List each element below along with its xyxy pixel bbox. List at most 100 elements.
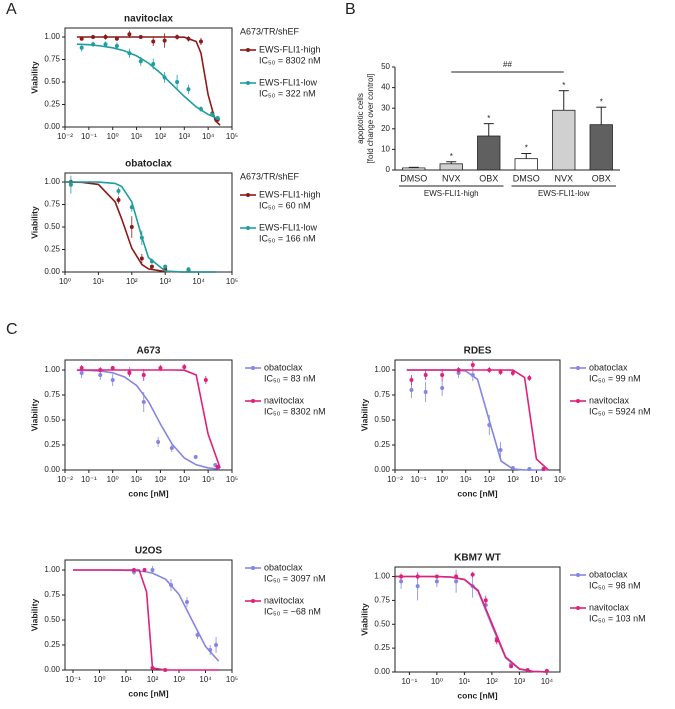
data-point	[163, 264, 168, 269]
data-point	[169, 446, 174, 450]
data-point	[116, 189, 121, 193]
legend-marker	[251, 566, 255, 570]
y-tick-label: 0.00	[374, 667, 390, 676]
data-point	[510, 371, 515, 375]
legend-marker	[576, 573, 580, 577]
data-point	[544, 669, 549, 674]
group-label: EWS-FLI1-low	[538, 189, 590, 198]
data-point	[483, 598, 488, 603]
data-point	[138, 35, 143, 39]
data-point	[141, 400, 146, 404]
x-tick-label: 10²	[126, 277, 138, 286]
y-axis-title: Viability	[359, 399, 369, 432]
data-point	[541, 467, 546, 471]
x-tick-label: 10⁻²	[387, 475, 403, 484]
y-tick-label: 1.00	[374, 365, 390, 374]
data-point	[141, 373, 146, 377]
data-point	[487, 423, 492, 427]
legend-marker	[576, 366, 580, 370]
plot-frame	[394, 566, 561, 673]
data-point	[79, 371, 84, 375]
plot-frame	[64, 172, 233, 273]
data-point	[399, 579, 404, 584]
bar	[514, 158, 538, 171]
x-tick-label: 10⁻²	[57, 132, 73, 141]
x-tick-label: 10⁴	[541, 677, 554, 686]
x-tick-label: 10³	[507, 475, 519, 484]
data-point	[151, 62, 156, 66]
data-point	[434, 574, 439, 579]
y-tick-label: 0.00	[374, 465, 390, 474]
plot-frame	[64, 559, 233, 671]
data-point	[525, 668, 530, 673]
legend-ic50: IC₅₀ = 8302 nM	[259, 55, 321, 65]
data-point	[149, 259, 154, 264]
fit-curve	[406, 369, 549, 471]
legend-marker	[251, 366, 255, 370]
x-tick-label: 10⁵	[226, 132, 238, 141]
y-tick-label: 0.75	[44, 55, 60, 64]
data-point	[470, 373, 475, 377]
y-axis-title: Viability	[29, 61, 39, 94]
y-tick-label: 0.50	[44, 415, 60, 424]
data-point	[203, 378, 208, 382]
legend-ic50: IC₅₀ = 60 nM	[259, 200, 311, 210]
data-point	[79, 366, 84, 370]
fit-curve	[65, 181, 216, 273]
x-tick-label: 10²	[155, 475, 167, 484]
x-tick-label: 10⁰	[59, 277, 71, 286]
data-point	[138, 59, 143, 64]
x-tick-label: 10³	[514, 677, 526, 686]
data-point	[182, 365, 187, 369]
x-tick-label: 10⁴	[199, 675, 212, 684]
data-point	[149, 264, 154, 269]
data-point	[409, 388, 414, 392]
legend-label: EWS-FLI1-high	[259, 189, 321, 199]
data-point	[498, 370, 503, 374]
y-tick-label: 10	[381, 145, 390, 154]
x-axis-title: conc [nM]	[457, 690, 497, 700]
data-point	[215, 116, 220, 120]
data-point	[103, 42, 108, 47]
legend-label: obatoclax	[264, 562, 303, 572]
bar	[552, 109, 576, 171]
x-axis-title: conc [nM]	[128, 488, 168, 498]
y-tick-label: 1.00	[44, 565, 60, 574]
y-tick-label: 0.00	[44, 665, 60, 674]
data-point	[162, 38, 167, 43]
plot-frame	[64, 359, 233, 471]
legend-label: EWS-FLI1-low	[259, 77, 318, 87]
data-point	[510, 466, 515, 470]
data-point	[409, 378, 414, 382]
y-axis-title: apoptotic cells	[356, 93, 365, 144]
data-point	[103, 35, 108, 39]
data-point	[129, 205, 134, 210]
data-point	[440, 373, 445, 377]
data-point	[195, 633, 200, 637]
significance-star: *	[600, 97, 603, 106]
y-tick-label: 0	[386, 165, 391, 174]
plot-frame	[394, 359, 561, 471]
data-point	[214, 643, 219, 647]
data-point	[139, 256, 144, 261]
data-point	[98, 368, 103, 372]
x-tick-label: 10⁻²	[57, 475, 73, 484]
data-point	[487, 368, 492, 372]
legend-ic50: IC₅₀ = 99 nM	[589, 373, 641, 383]
y-tick-label: 20	[381, 124, 390, 133]
panel-label: A	[6, 1, 17, 18]
y-tick-label: 0.50	[44, 615, 60, 624]
x-tick-label: 10²	[484, 475, 496, 484]
x-tick-label: NVX	[554, 173, 573, 183]
x-tick-label: 10¹	[459, 677, 471, 686]
y-tick-label: 0.25	[374, 643, 390, 652]
data-point	[454, 579, 459, 584]
x-tick-label: 10¹	[131, 132, 143, 141]
y-tick-label: 40	[381, 83, 390, 92]
x-tick-label: 10⁻¹	[401, 677, 417, 686]
legend-label: EWS-FLI1-high	[259, 44, 321, 54]
data-point	[127, 51, 132, 56]
data-point	[498, 448, 503, 452]
x-tick-label: 10³	[159, 277, 171, 286]
